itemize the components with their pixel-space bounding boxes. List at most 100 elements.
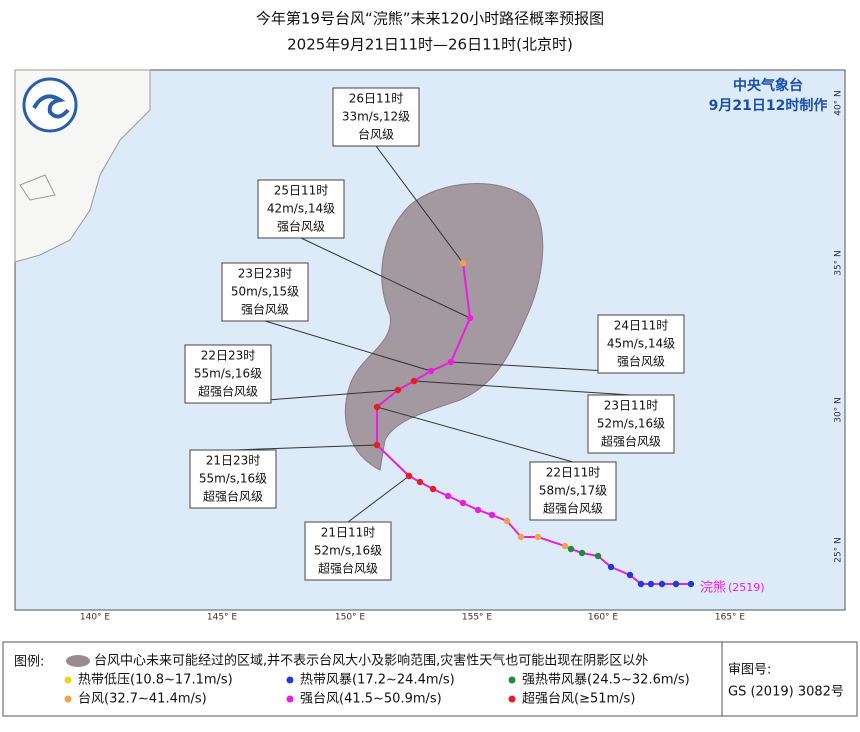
track-point (427, 367, 435, 375)
subtitle: 2025年9月21日11时—26日11时(北京时) (287, 36, 573, 54)
label-wind: 45m/s,14级 (607, 337, 675, 351)
label-time: 23日23时 (238, 267, 293, 281)
track-point (672, 580, 680, 588)
leader-line (413, 380, 632, 396)
label-wind: 58m/s,17级 (539, 484, 607, 498)
label-box (184, 344, 272, 404)
label-grade: 超强台风级 (203, 489, 263, 504)
label-box (529, 461, 617, 521)
lon-label: 150° E (335, 613, 366, 623)
label-grade: 超强台风级 (601, 434, 661, 449)
label-grade: 强台风级 (617, 354, 665, 369)
label-time: 23日11时 (604, 399, 659, 413)
lon-label: 160° E (588, 613, 619, 623)
legend-title: 图例: (14, 655, 44, 670)
track-point (534, 533, 542, 541)
track-point (466, 314, 474, 322)
legend-swatch (286, 676, 294, 684)
label-grade: 强台风级 (241, 302, 289, 317)
label-box (597, 314, 685, 374)
label-time: 24日11时 (614, 319, 669, 333)
label-grade: 超强台风级 (543, 501, 603, 516)
track-point (561, 542, 569, 550)
lat-label: 35° N (834, 250, 844, 276)
leader-line (300, 237, 471, 319)
legend-item: 强台风(41.5~50.9m/s) (300, 692, 442, 707)
label-grade: 超强台风级 (318, 561, 378, 576)
lat-label: 25° N (834, 537, 844, 563)
legend-cone-swatch (66, 655, 90, 667)
agency: 中央气象台 (733, 77, 803, 94)
leader-line (376, 406, 574, 463)
label-grade: 超强台风级 (198, 384, 258, 399)
leader-line (264, 320, 432, 372)
track-point (410, 377, 418, 385)
storm-name: 浣熊 (700, 580, 726, 596)
track-point (459, 259, 467, 267)
label-box (304, 521, 392, 581)
legend-cone: 台风中心未来可能经过的区域,并不表示台风大小及影响范围,灾害性天气也可能出现在阴… (94, 653, 648, 669)
legend-item: 强热带风暴(24.5~32.6m/s) (522, 673, 690, 688)
leader-line (347, 475, 410, 523)
track-point (429, 485, 437, 493)
track-point (647, 580, 655, 588)
label-time: 25日11时 (274, 184, 329, 198)
review-label: 审图号: (728, 663, 771, 678)
issued: 9月21日12时制作 (709, 97, 828, 114)
logo-mark (32, 94, 70, 119)
label-box (587, 394, 675, 454)
storm-id: (2519) (728, 581, 765, 594)
legend-swatch (508, 695, 516, 703)
label-wind: 55m/s,16级 (199, 472, 267, 486)
title: 今年第19号台风“浣熊”未来120小时路径概率预报图 (256, 10, 604, 28)
track-point (687, 580, 695, 588)
label-time: 22日11时 (546, 466, 601, 480)
lon-label: 145° E (207, 613, 238, 623)
probability-cone (344, 183, 544, 471)
label-time: 22日23时 (201, 349, 256, 363)
legend-frame (2, 641, 858, 717)
legend-item: 台风(32.7~41.4m/s) (78, 692, 207, 707)
track-point (474, 506, 482, 514)
lon-label: 155° E (462, 613, 493, 623)
lon-label: 165° E (715, 613, 746, 623)
review-code: GS (2019) 3082号 (728, 685, 844, 700)
legend-item: 超强台风(≥51m/s) (522, 692, 635, 707)
track-point (626, 571, 634, 579)
track-point (637, 580, 645, 588)
label-box (221, 262, 309, 322)
track-point (503, 517, 511, 525)
label-grade: 台风级 (358, 127, 394, 142)
track-point (578, 549, 586, 557)
track-point (416, 478, 424, 486)
label-time: 21日23时 (206, 454, 261, 468)
legend-swatch (508, 676, 516, 684)
lon-label: 140° E (80, 613, 111, 623)
legend-swatch (64, 695, 72, 703)
legend-swatch (286, 695, 294, 703)
legend-item: 热带风暴(17.2~24.4m/s) (300, 673, 455, 688)
label-time: 26日11时 (349, 92, 404, 106)
legend-item: 热带低压(10.8~17.1m/s) (78, 673, 233, 688)
track-point (607, 563, 615, 571)
label-box (257, 179, 345, 239)
lat-label: 40° N (834, 90, 844, 116)
track-point (488, 511, 496, 519)
leader-line (232, 444, 378, 451)
label-wind: 52m/s,16级 (314, 544, 382, 558)
track-point (373, 403, 381, 411)
leader-line (375, 145, 464, 264)
label-box (189, 449, 277, 509)
label-time: 21日11时 (321, 526, 376, 540)
map-layer: 140° E 145° E 150° E 155° E 160° E 165° E 40° … (80, 87, 844, 623)
lat-label: 30° N (834, 397, 844, 423)
track-point (567, 545, 575, 553)
label-box (332, 87, 420, 147)
track-point (594, 552, 602, 560)
label-wind: 42m/s,14级 (267, 202, 335, 216)
track-point (394, 386, 402, 394)
label-wind: 55m/s,16级 (194, 367, 262, 381)
label-wind: 33m/s,12级 (342, 110, 410, 124)
track-point (444, 492, 452, 500)
